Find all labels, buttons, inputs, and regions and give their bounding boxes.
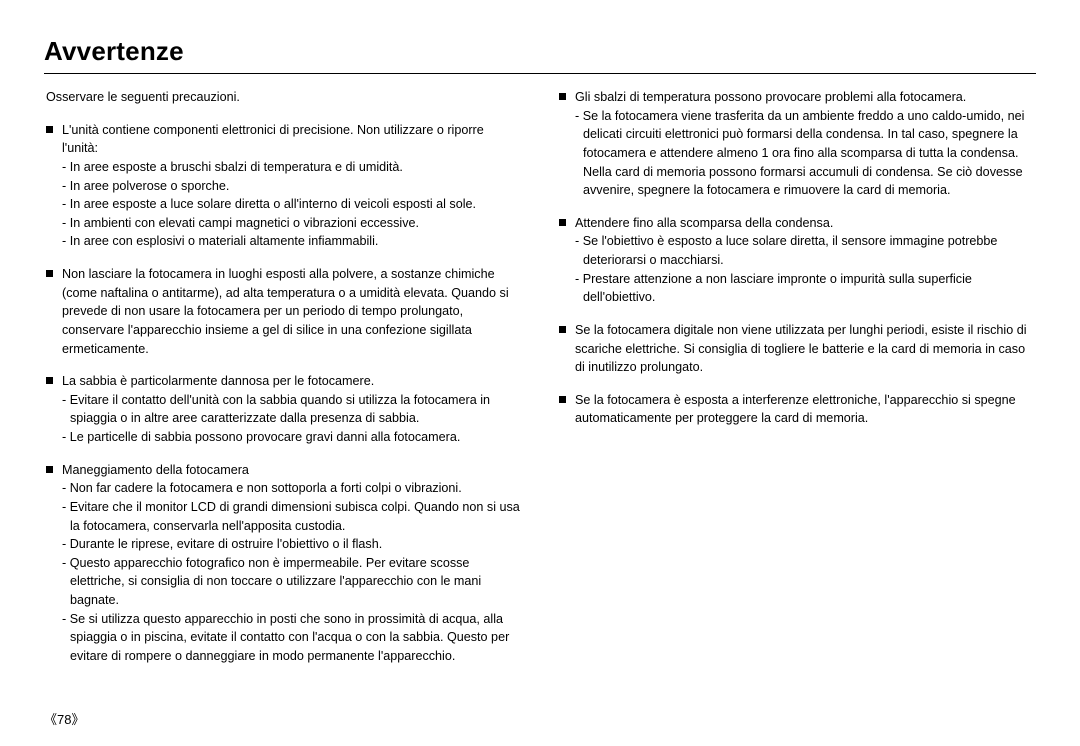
- sub-item: Prestare attenzione a non lasciare impro…: [575, 270, 1036, 307]
- manual-page: Avvertenze Osservare le seguenti precauz…: [0, 0, 1080, 746]
- sub-item: In aree con esplosivi o materiali altame…: [62, 232, 523, 251]
- sub-item: Evitare che il monitor LCD di grandi dim…: [62, 498, 523, 535]
- sub-item: Se la fotocamera viene trasferita da un …: [575, 107, 1036, 200]
- item-lead: Se la fotocamera digitale non viene util…: [575, 323, 1027, 374]
- list-item: Maneggiamento della fotocamera Non far c…: [44, 461, 523, 666]
- sub-item: In aree polverose o sporche.: [62, 177, 523, 196]
- left-column: Osservare le seguenti precauzioni. L'uni…: [44, 88, 523, 680]
- sub-item: Evitare il contatto dell'unità con la sa…: [62, 391, 523, 428]
- item-lead: Non lasciare la fotocamera in luoghi esp…: [62, 267, 509, 356]
- list-item: Gli sbalzi di temperatura possono provoc…: [557, 88, 1036, 200]
- list-item: L'unità contiene componenti elettronici …: [44, 121, 523, 251]
- page-number: 《78》: [44, 709, 84, 728]
- item-lead: L'unità contiene componenti elettronici …: [62, 123, 484, 156]
- item-lead: Attendere fino alla scomparsa della cond…: [575, 216, 833, 230]
- page-title: Avvertenze: [44, 36, 1036, 67]
- list-item: La sabbia è particolarmente dannosa per …: [44, 372, 523, 447]
- right-bullet-list: Gli sbalzi di temperatura possono provoc…: [557, 88, 1036, 428]
- sub-item: In ambienti con elevati campi magnetici …: [62, 214, 523, 233]
- item-lead: Gli sbalzi di temperatura possono provoc…: [575, 90, 966, 104]
- sub-item: Se l'obiettivo è esposto a luce solare d…: [575, 232, 1036, 269]
- list-item: Se la fotocamera è esposta a interferenz…: [557, 391, 1036, 428]
- item-lead: Maneggiamento della fotocamera: [62, 463, 249, 477]
- sub-item: Questo apparecchio fotografico non è imp…: [62, 554, 523, 610]
- list-item: Attendere fino alla scomparsa della cond…: [557, 214, 1036, 307]
- item-lead: La sabbia è particolarmente dannosa per …: [62, 374, 374, 388]
- sub-item: Se si utilizza questo apparecchio in pos…: [62, 610, 523, 666]
- right-column: Gli sbalzi di temperatura possono provoc…: [557, 88, 1036, 680]
- sub-item: In aree esposte a bruschi sbalzi di temp…: [62, 158, 523, 177]
- sub-item: Non far cadere la fotocamera e non sotto…: [62, 479, 523, 498]
- sub-item: Durante le riprese, evitare di ostruire …: [62, 535, 523, 554]
- sub-item: In aree esposte a luce solare diretta o …: [62, 195, 523, 214]
- left-bullet-list: L'unità contiene componenti elettronici …: [44, 121, 523, 666]
- list-item: Non lasciare la fotocamera in luoghi esp…: [44, 265, 523, 358]
- item-lead: Se la fotocamera è esposta a interferenz…: [575, 393, 1016, 426]
- intro-text: Osservare le seguenti precauzioni.: [46, 88, 523, 107]
- content-columns: Osservare le seguenti precauzioni. L'uni…: [44, 88, 1036, 680]
- title-rule: [44, 73, 1036, 74]
- sub-item: Le particelle di sabbia possono provocar…: [62, 428, 523, 447]
- list-item: Se la fotocamera digitale non viene util…: [557, 321, 1036, 377]
